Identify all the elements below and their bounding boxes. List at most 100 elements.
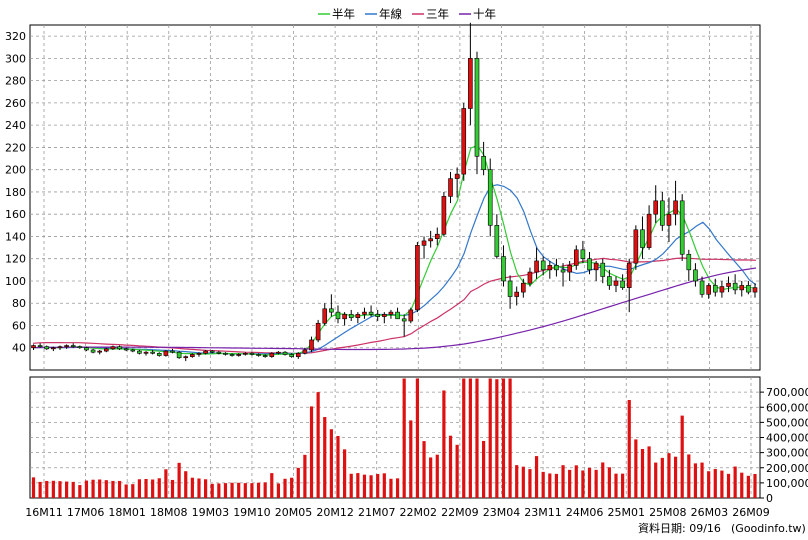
price-tick-11: 260 bbox=[5, 97, 26, 110]
volume-bar-35 bbox=[263, 482, 267, 498]
candle-body-11 bbox=[104, 348, 109, 352]
volume-bar-27 bbox=[210, 483, 214, 498]
candle-30 bbox=[229, 353, 235, 357]
volume-bar-92 bbox=[640, 448, 645, 498]
candle-49 bbox=[355, 312, 361, 324]
volume-tick-3: 300,000 bbox=[766, 447, 808, 460]
candle-body-97 bbox=[673, 200, 678, 215]
volume-bar-38 bbox=[283, 478, 287, 498]
volume-bar-24 bbox=[190, 477, 194, 498]
x-tick-24M06: 24M06 bbox=[566, 506, 604, 519]
candle-67 bbox=[474, 51, 480, 175]
x-tick-23M04: 23M04 bbox=[483, 506, 521, 519]
footer-site: (Goodinfo.tw) bbox=[731, 522, 806, 535]
volume-bar-49 bbox=[356, 473, 360, 498]
volume-bar-40 bbox=[296, 467, 300, 498]
volume-bar-71 bbox=[501, 378, 506, 498]
volume-bar-89 bbox=[621, 473, 625, 498]
price-tick-4: 120 bbox=[5, 253, 26, 266]
price-tick-7: 180 bbox=[5, 186, 26, 199]
candle-24 bbox=[190, 353, 195, 358]
candle-body-25 bbox=[196, 353, 202, 355]
volume-bar-81 bbox=[568, 469, 572, 498]
x-tick-19M03: 19M03 bbox=[192, 506, 230, 519]
candle-57 bbox=[408, 307, 414, 324]
candle-63 bbox=[448, 171, 453, 204]
volume-bar-54 bbox=[389, 478, 393, 498]
candle-94 bbox=[653, 185, 659, 224]
candle-body-70 bbox=[494, 225, 500, 257]
candle-36 bbox=[269, 352, 275, 358]
candle-81 bbox=[567, 260, 572, 281]
candle-body-55 bbox=[395, 311, 400, 320]
candle-body-47 bbox=[342, 314, 347, 320]
price-tick-14: 320 bbox=[5, 30, 26, 43]
candle-37 bbox=[276, 351, 281, 355]
candle-body-58 bbox=[415, 245, 420, 311]
candle-86 bbox=[600, 258, 606, 284]
volume-bar-23 bbox=[184, 471, 188, 498]
candle-50 bbox=[362, 307, 367, 319]
volume-bar-46 bbox=[336, 435, 340, 498]
candle-41 bbox=[302, 347, 308, 355]
candle-body-41 bbox=[302, 349, 308, 354]
candle-19 bbox=[156, 352, 162, 357]
x-tick-20M12: 20M12 bbox=[316, 506, 354, 519]
legend-label-1: 年線 bbox=[379, 7, 402, 21]
candle-72 bbox=[507, 275, 513, 309]
price-tick-6: 160 bbox=[5, 208, 26, 221]
candle-body-80 bbox=[560, 269, 566, 273]
candle-body-105 bbox=[726, 282, 731, 287]
candle-48 bbox=[348, 309, 354, 322]
x-tick-26M09: 26M09 bbox=[732, 506, 770, 519]
candle-38 bbox=[282, 351, 288, 356]
candle-body-67 bbox=[474, 58, 480, 157]
candle-body-53 bbox=[382, 314, 387, 317]
chart-legend: 半年 年線 三年 十年 bbox=[318, 7, 496, 21]
price-tick-13: 300 bbox=[5, 52, 26, 65]
candle-body-102 bbox=[706, 285, 711, 295]
volume-bar-32 bbox=[243, 483, 247, 498]
candle-body-61 bbox=[434, 233, 440, 239]
x-tick-22M02: 22M02 bbox=[400, 506, 438, 519]
volume-bar-108 bbox=[746, 475, 750, 498]
candle-33 bbox=[249, 352, 255, 356]
volume-bar-0 bbox=[31, 477, 36, 498]
candle-69 bbox=[487, 158, 493, 237]
candle-5 bbox=[64, 344, 69, 349]
candle-75 bbox=[527, 267, 533, 287]
candle-11 bbox=[104, 347, 109, 353]
candle-23 bbox=[183, 355, 189, 362]
candle-body-44 bbox=[322, 308, 328, 324]
volume-bar-96 bbox=[667, 453, 671, 498]
candle-body-26 bbox=[203, 350, 208, 354]
volume-bar-25 bbox=[197, 478, 201, 498]
candle-16 bbox=[137, 349, 142, 355]
volume-bar-76 bbox=[534, 456, 539, 498]
candle-body-3 bbox=[51, 347, 56, 350]
candle-body-75 bbox=[527, 271, 533, 284]
candle-26 bbox=[203, 349, 208, 355]
price-tick-0: 40 bbox=[12, 342, 26, 355]
volume-bar-14 bbox=[124, 484, 128, 498]
candle-body-27 bbox=[209, 350, 215, 353]
candle-87 bbox=[607, 269, 612, 290]
volume-bar-100 bbox=[693, 463, 698, 498]
candle-body-101 bbox=[699, 280, 705, 295]
volume-bar-39 bbox=[290, 477, 294, 498]
candle-body-69 bbox=[487, 169, 493, 226]
candle-15 bbox=[130, 348, 136, 353]
candle-51 bbox=[368, 305, 374, 317]
candle-10 bbox=[97, 349, 102, 355]
candle-body-98 bbox=[679, 200, 685, 255]
volume-bar-44 bbox=[323, 417, 327, 498]
candle-70 bbox=[494, 214, 500, 259]
volume-bar-1 bbox=[38, 481, 42, 498]
volume-bar-99 bbox=[687, 454, 691, 498]
volume-bar-104 bbox=[720, 470, 724, 498]
volume-bar-50 bbox=[362, 474, 367, 498]
candle-body-50 bbox=[362, 311, 367, 315]
candle-25 bbox=[196, 352, 202, 357]
candle-body-1 bbox=[37, 345, 43, 347]
candle-43 bbox=[315, 319, 321, 343]
